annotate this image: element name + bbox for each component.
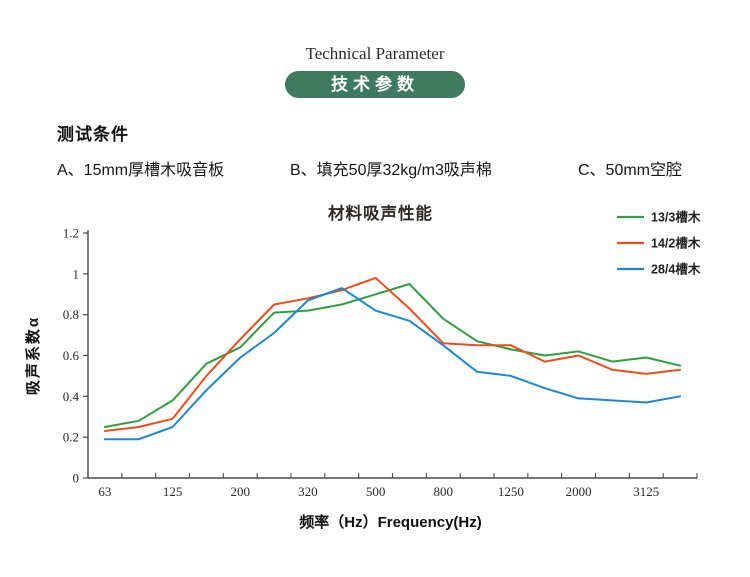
y-tick-label: 0 — [73, 471, 80, 486]
chart-title: 材料吸声性能 — [328, 203, 433, 223]
y-tick-label: 0.2 — [63, 430, 79, 445]
condition-b: B、填充50厚32kg/m3吸声棉 — [290, 162, 492, 179]
condition-a: A、15mm厚槽木吸音板 — [57, 162, 225, 179]
y-axis-title: 吸声系数α — [24, 316, 42, 395]
legend-label-13/3槽木: 13/3槽木 — [651, 210, 701, 225]
y-tick-label: 0.6 — [63, 348, 80, 363]
series-line-14/2槽木 — [103, 276, 682, 432]
legend-label-14/2槽木: 14/2槽木 — [651, 236, 701, 251]
y-tick-label: 0.8 — [63, 307, 79, 322]
x-tick-label: 63 — [98, 484, 111, 499]
series-line-28/4槽木 — [103, 287, 682, 441]
x-tick-label: 125 — [163, 484, 183, 499]
x-tick-label: 800 — [434, 484, 454, 499]
series-line-13/3槽木 — [103, 283, 682, 428]
x-axis-title: 频率（Hz）Frequency(Hz) — [299, 513, 482, 531]
x-tick-label: 320 — [298, 484, 318, 499]
x-tick-label: 200 — [231, 484, 251, 499]
x-tick-label: 2000 — [566, 484, 592, 499]
section-badge: 技术参数 — [285, 71, 465, 98]
x-tick-label: 1250 — [498, 484, 524, 499]
legend-label-28/4槽木: 28/4槽木 — [651, 262, 701, 277]
y-tick-label: 1.2 — [63, 226, 79, 241]
page-title-english: Technical Parameter — [305, 44, 445, 63]
test-conditions-heading: 测试条件 — [57, 125, 129, 144]
y-tick-label: 0.4 — [63, 389, 80, 404]
y-tick-label: 1 — [73, 266, 80, 281]
condition-c: C、50mm空腔 — [578, 162, 683, 179]
x-tick-label: 500 — [366, 484, 386, 499]
x-tick-label: 3125 — [633, 484, 659, 499]
